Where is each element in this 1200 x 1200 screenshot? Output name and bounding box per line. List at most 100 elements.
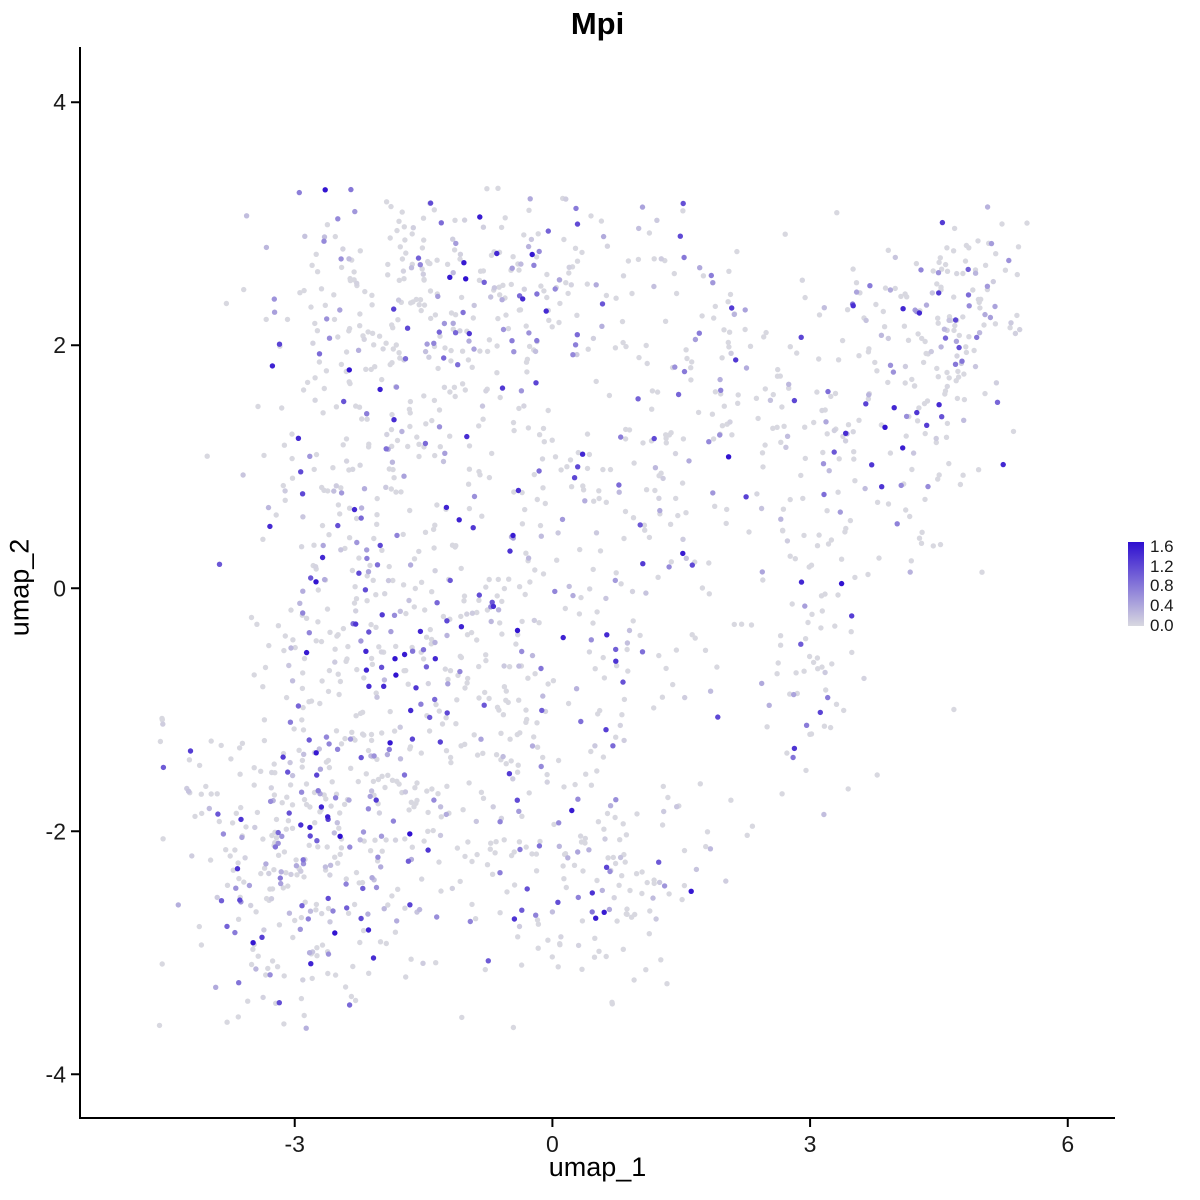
cell-point xyxy=(558,934,564,940)
cell-point xyxy=(695,409,702,416)
cell-point xyxy=(993,251,999,257)
cell-point xyxy=(263,861,269,867)
cell-point xyxy=(587,586,593,592)
cell-point xyxy=(337,678,344,685)
cell-point xyxy=(686,458,692,464)
cell-point xyxy=(591,954,598,960)
cell-point xyxy=(196,762,203,769)
cell-point xyxy=(575,449,581,456)
cell-point xyxy=(395,886,401,892)
cell-point xyxy=(327,872,333,878)
cell-point xyxy=(574,351,580,358)
cell-point xyxy=(470,525,476,531)
cell-point xyxy=(326,335,333,341)
cell-point xyxy=(435,791,441,797)
cell-point xyxy=(358,638,364,644)
cell-point xyxy=(375,854,381,860)
cell-point xyxy=(461,260,467,266)
cell-point xyxy=(946,317,952,323)
cell-point xyxy=(352,208,358,215)
cell-point xyxy=(593,378,599,385)
cell-point xyxy=(353,596,360,602)
cell-point xyxy=(298,822,304,828)
cell-point xyxy=(371,753,377,759)
cell-point xyxy=(460,807,466,813)
cell-point xyxy=(208,791,214,797)
cell-point xyxy=(385,772,391,778)
cell-point xyxy=(515,632,521,638)
cell-point xyxy=(852,478,858,484)
cell-point xyxy=(727,419,733,425)
cell-point xyxy=(390,577,396,584)
cell-point xyxy=(434,502,440,508)
cell-point xyxy=(612,345,619,351)
cell-point xyxy=(532,567,538,573)
cell-point xyxy=(394,918,400,924)
cell-point xyxy=(622,508,629,515)
cell-point xyxy=(760,464,766,470)
cell-point xyxy=(259,934,265,940)
cell-point xyxy=(902,291,908,297)
cell-point xyxy=(956,332,962,339)
cell-point xyxy=(450,236,456,242)
cell-point xyxy=(856,353,862,359)
cell-point xyxy=(376,644,382,650)
cell-point xyxy=(352,584,358,590)
cell-point xyxy=(563,280,569,286)
cell-point xyxy=(561,236,567,243)
cell-point xyxy=(459,348,466,354)
cell-point xyxy=(528,236,535,243)
cell-point xyxy=(963,344,969,350)
y-axis-title: umap_2 xyxy=(4,538,35,637)
cell-point xyxy=(421,393,427,399)
cell-point xyxy=(787,496,793,503)
cell-point xyxy=(432,568,438,574)
cell-point xyxy=(414,434,420,440)
cell-point xyxy=(394,437,401,444)
cell-point xyxy=(476,468,482,475)
cell-point xyxy=(990,278,996,285)
cell-point xyxy=(443,811,449,818)
cell-point xyxy=(668,559,674,565)
cell-point xyxy=(303,781,310,787)
cell-point xyxy=(403,667,409,674)
cell-point xyxy=(538,665,544,672)
cell-point xyxy=(331,488,337,494)
cell-point xyxy=(873,301,879,308)
cell-point xyxy=(506,664,513,670)
cell-point xyxy=(600,466,606,473)
cell-point xyxy=(330,908,336,914)
cell-point xyxy=(602,836,608,842)
cell-point xyxy=(913,260,920,267)
cell-point xyxy=(366,683,372,689)
cell-point xyxy=(494,370,500,376)
cell-point xyxy=(593,282,599,288)
cell-point xyxy=(810,659,817,666)
cell-point xyxy=(954,395,961,402)
cell-point xyxy=(619,318,626,325)
cell-point xyxy=(725,454,732,460)
cell-point xyxy=(494,343,500,349)
cell-point xyxy=(574,258,581,264)
cell-point xyxy=(230,867,236,873)
cell-point xyxy=(717,432,723,438)
cell-point xyxy=(820,461,827,467)
cell-point xyxy=(480,750,486,756)
cell-point xyxy=(909,466,915,473)
cell-point xyxy=(436,329,442,335)
cell-point xyxy=(519,907,525,913)
cell-point xyxy=(407,746,413,752)
cell-point xyxy=(537,522,544,529)
cell-point xyxy=(626,427,633,433)
cell-point xyxy=(775,366,781,373)
cell-point xyxy=(681,882,688,889)
cell-point xyxy=(902,380,908,386)
cell-point xyxy=(700,273,707,279)
cell-point xyxy=(835,357,842,363)
cell-point xyxy=(302,233,308,239)
cell-point xyxy=(966,245,972,251)
cell-point xyxy=(406,807,412,813)
cell-point xyxy=(916,535,923,541)
cell-point xyxy=(966,303,972,309)
cell-point xyxy=(461,598,467,604)
